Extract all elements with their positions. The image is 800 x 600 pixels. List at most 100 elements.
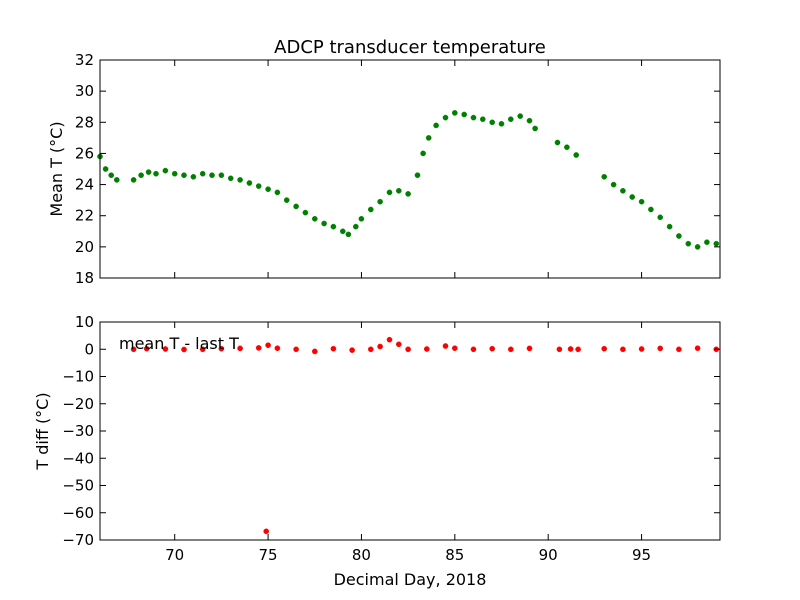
x-tick-label: 90	[539, 546, 558, 564]
bottom-data-point	[575, 346, 581, 353]
bottom-data-point	[386, 336, 393, 343]
bottom-data-point	[405, 346, 411, 353]
top-data-point	[237, 177, 243, 183]
top-y-tick-label: 26	[75, 144, 94, 162]
top-data-point	[302, 209, 309, 216]
top-data-point	[377, 198, 383, 205]
top-data-point	[517, 113, 524, 119]
bottom-data-point	[507, 346, 514, 353]
top-data-point	[209, 172, 215, 178]
top-data-point	[405, 191, 411, 197]
bottom-data-point	[451, 345, 458, 352]
top-data-point	[526, 117, 533, 124]
top-data-point	[666, 223, 673, 230]
bottom-data-point	[349, 347, 355, 353]
bottom-y-tick-label: 0	[84, 340, 94, 358]
bottom-y-tick-label: −30	[62, 422, 94, 440]
bottom-data-point	[657, 345, 664, 352]
top-data-point	[345, 231, 352, 238]
top-data-point	[694, 244, 701, 250]
top-y-tick-label: 28	[75, 113, 94, 131]
top-data-point	[610, 181, 617, 188]
top-series-0	[97, 110, 720, 250]
bottom-data-point	[274, 345, 281, 352]
bottom-data-point	[442, 343, 449, 349]
bottom-data-point	[676, 346, 682, 353]
top-y-tick-label: 18	[75, 269, 94, 287]
x-tick-label: 95	[632, 546, 651, 564]
top-data-point	[564, 144, 570, 150]
bottom-data-point	[395, 341, 402, 348]
bottom-data-point	[199, 346, 206, 353]
top-data-point	[442, 114, 449, 121]
top-data-point	[554, 139, 561, 146]
top-data-point	[425, 135, 432, 141]
top-data-point	[386, 189, 393, 196]
bottom-data-point	[162, 346, 169, 352]
x-tick-label: 85	[445, 546, 464, 564]
bottom-y-tick-label: −60	[62, 504, 94, 522]
top-data-point	[246, 180, 253, 186]
top-data-point	[367, 206, 374, 213]
top-data-point	[420, 150, 426, 157]
top-data-point	[102, 166, 109, 172]
top-data-point	[713, 240, 720, 247]
bottom-y-tick-label: −40	[62, 449, 94, 467]
top-data-point	[190, 173, 197, 180]
bottom-series-0	[130, 336, 720, 535]
bottom-y-tick-label: −50	[62, 477, 94, 495]
top-data-point	[181, 172, 187, 178]
top-data-point	[138, 172, 144, 178]
x-tick-label: 75	[259, 546, 278, 564]
top-data-point	[114, 177, 120, 183]
top-data-point	[274, 189, 281, 196]
bottom-y-tick-label: 10	[75, 313, 94, 331]
x-tick-label: 70	[165, 546, 184, 564]
top-data-point	[489, 119, 496, 126]
bottom-data-point	[526, 345, 533, 352]
top-data-point	[265, 186, 271, 192]
top-data-point	[704, 239, 710, 245]
top-data-point	[311, 215, 318, 222]
bottom-data-point	[620, 346, 626, 353]
bottom-data-point	[311, 348, 318, 355]
bottom-data-point	[263, 528, 270, 535]
x-tick-label: 80	[352, 546, 371, 564]
top-data-point	[352, 223, 359, 230]
bottom-data-point	[237, 345, 243, 352]
top-data-point	[629, 194, 636, 200]
bottom-panel: 70 75 80 85 90 95 −70 −60 −50 −40 −30 −20 −10 0 10 T di…	[33, 313, 721, 564]
top-data-point	[171, 170, 178, 177]
top-data-point	[130, 177, 137, 183]
top-y-tick-label: 24	[75, 176, 94, 194]
bottom-data-point	[638, 346, 645, 352]
bottom-data-point	[694, 345, 701, 352]
bottom-data-point	[423, 346, 430, 352]
top-y-tick-label: 30	[75, 82, 94, 100]
top-data-point	[153, 170, 159, 177]
top-data-point	[451, 110, 458, 116]
top-data-point	[395, 187, 402, 194]
x-axis-label: Decimal Day, 2018	[334, 570, 487, 589]
bottom-data-point	[377, 343, 383, 350]
top-data-point	[657, 214, 664, 221]
bottom-data-point	[470, 346, 477, 353]
top-data-point	[685, 240, 692, 247]
top-data-point	[470, 114, 477, 121]
top-data-point	[648, 206, 654, 213]
top-data-point	[330, 223, 337, 230]
top-data-point	[358, 215, 365, 222]
top-data-point	[532, 125, 538, 132]
bottom-data-point	[567, 346, 574, 352]
top-y-tick-label: 20	[75, 238, 94, 256]
bottom-data-point	[601, 345, 608, 352]
chart-title: ADCP transducer temperature	[274, 37, 546, 58]
bottom-y-axis-label: T diff (°C)	[33, 392, 52, 470]
top-data-point	[479, 116, 486, 122]
top-data-point	[145, 169, 152, 175]
bottom-y-tick-label: −70	[62, 531, 94, 549]
top-data-point	[162, 167, 169, 174]
top-data-point	[108, 172, 114, 178]
